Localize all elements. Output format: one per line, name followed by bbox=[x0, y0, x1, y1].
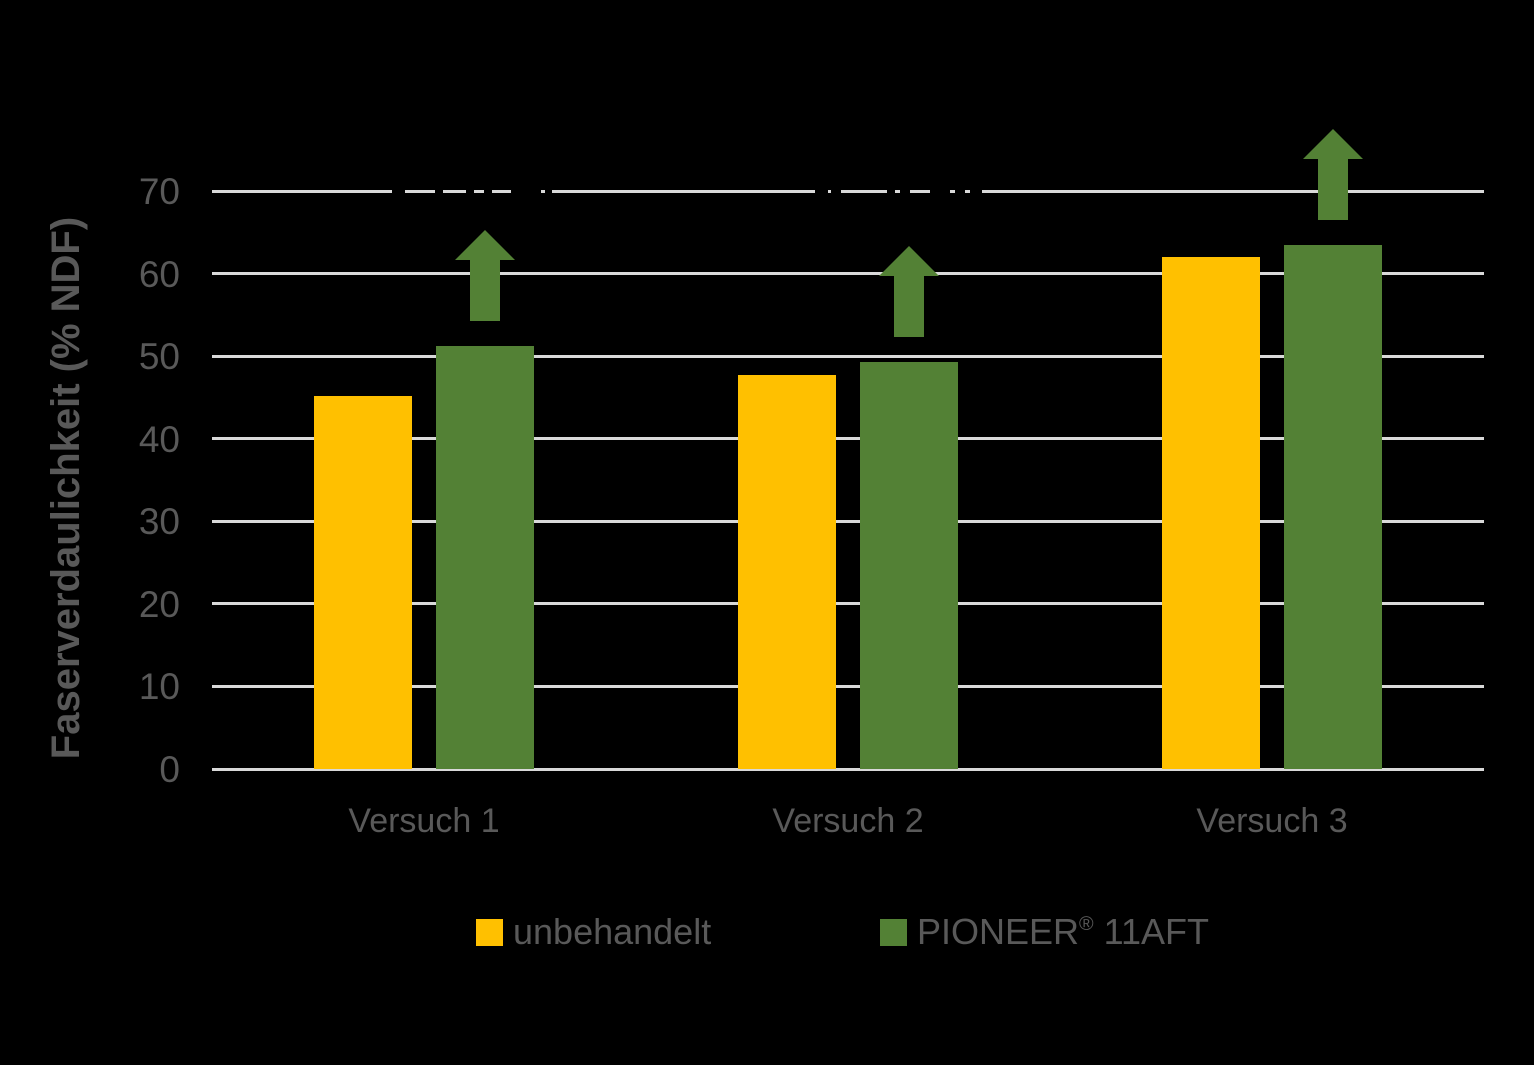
up-arrow-icon bbox=[1303, 129, 1363, 160]
y-tick-20: 20 bbox=[138, 583, 180, 625]
y-tick-10: 10 bbox=[138, 666, 180, 708]
bar-versuch-2-unbehandelt bbox=[738, 375, 836, 769]
legend-swatch-pioneer-11aft-icon bbox=[880, 918, 907, 946]
gridline-10 bbox=[212, 684, 1484, 688]
hidden-annotation-gap-4 bbox=[484, 187, 492, 195]
hidden-annotation-gap-8 bbox=[831, 187, 841, 195]
x-label-versuch-1: Versuch 1 bbox=[348, 802, 500, 840]
bar-versuch-2-pioneer-11aft bbox=[860, 361, 958, 769]
up-arrow-stem bbox=[470, 260, 500, 322]
legend-item-unbehandelt: unbehandelt bbox=[476, 914, 711, 950]
legend: unbehandelt PIONEER® 11AFT bbox=[0, 914, 1534, 954]
hidden-annotation-gap-12 bbox=[955, 187, 965, 195]
y-tick-70: 70 bbox=[138, 171, 180, 212]
hidden-annotation-gap-3 bbox=[466, 187, 474, 195]
gridline-0 bbox=[212, 767, 1484, 771]
up-arrow-stem bbox=[1318, 159, 1348, 221]
gridline-20 bbox=[212, 602, 1484, 606]
y-tick-60: 60 bbox=[138, 253, 180, 295]
gridline-40 bbox=[212, 437, 1484, 441]
gridline-70 bbox=[212, 189, 1484, 193]
bar-versuch-1-unbehandelt bbox=[314, 395, 412, 769]
legend-label-pioneer-brand: PIONEER bbox=[917, 911, 1080, 952]
hidden-annotation-gap-5 bbox=[511, 187, 541, 195]
y-tick-40: 40 bbox=[138, 418, 180, 460]
hidden-annotation-gap-11 bbox=[930, 187, 950, 195]
hidden-annotation-gap-2 bbox=[435, 187, 443, 195]
gridline-30 bbox=[212, 519, 1484, 523]
hidden-annotation-gap-10 bbox=[900, 187, 910, 195]
legend-item-pioneer-11aft: PIONEER® 11AFT bbox=[880, 914, 1209, 950]
gridline-60 bbox=[212, 272, 1484, 276]
registered-trademark-icon: ® bbox=[1079, 913, 1094, 935]
up-arrow-icon bbox=[455, 230, 515, 261]
gridline-50 bbox=[212, 354, 1484, 358]
bar-versuch-3-unbehandelt bbox=[1162, 257, 1260, 769]
legend-label-pioneer-suffix: 11AFT bbox=[1093, 911, 1209, 952]
y-tick-50: 50 bbox=[138, 336, 180, 378]
legend-swatch-unbehandelt-icon bbox=[476, 918, 503, 946]
legend-label-pioneer-11aft: PIONEER® 11AFT bbox=[917, 914, 1209, 950]
y-tick-30: 30 bbox=[138, 501, 180, 543]
up-arrow-icon bbox=[879, 245, 939, 276]
x-label-versuch-3: Versuch 3 bbox=[1196, 802, 1348, 840]
bar-versuch-1-pioneer-11aft bbox=[436, 346, 534, 769]
legend-label-unbehandelt: unbehandelt bbox=[513, 911, 712, 952]
hidden-annotation-gap-7 bbox=[815, 187, 828, 195]
x-label-versuch-2: Versuch 2 bbox=[772, 802, 924, 840]
hidden-annotation-gap-1 bbox=[392, 187, 405, 195]
bar-versuch-3-pioneer-11aft bbox=[1284, 245, 1382, 769]
hidden-annotation-gap-9 bbox=[887, 187, 895, 195]
hidden-annotation-gap-13 bbox=[970, 187, 982, 195]
hidden-annotation-gap-6 bbox=[545, 187, 552, 195]
up-arrow-stem bbox=[894, 275, 924, 337]
y-tick-0: 0 bbox=[159, 749, 180, 790]
